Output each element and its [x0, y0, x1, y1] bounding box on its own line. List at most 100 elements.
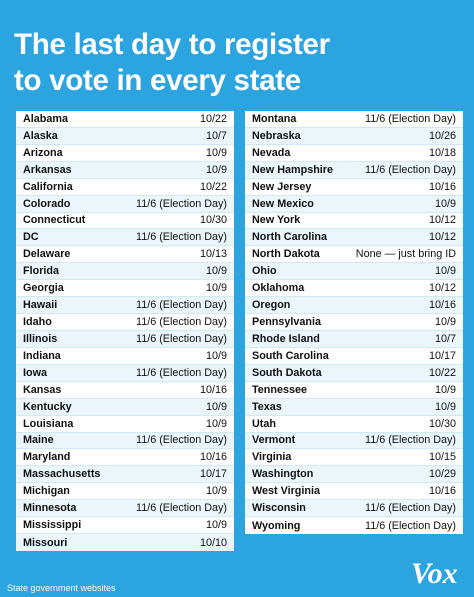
table-row: Alabama 10/22: [16, 111, 234, 128]
registration-deadline: 11/6 (Election Day): [364, 112, 456, 125]
registration-deadline: 11/6 (Election Day): [364, 519, 456, 532]
state-name: Alabama: [23, 112, 69, 125]
state-name: Arizona: [23, 146, 63, 159]
registration-deadline: 10/17: [428, 349, 456, 362]
state-name: Ohio: [252, 265, 277, 278]
table-row: Ohio 10/9: [245, 263, 463, 281]
registration-deadline: 10/30: [199, 214, 227, 227]
registration-deadline: 11/6 (Election Day): [135, 366, 227, 379]
title-line-2: to vote in every state: [14, 64, 301, 97]
registration-deadline: 10/16: [199, 451, 227, 464]
registration-deadline: 10/22: [199, 180, 227, 193]
state-name: South Carolina: [252, 349, 329, 362]
registration-deadline: 11/6 (Election Day): [135, 299, 227, 312]
table-row: Maine 11/6 (Election Day): [16, 432, 234, 450]
state-name: Oklahoma: [252, 282, 305, 295]
table-row: Delaware 10/13: [16, 246, 234, 264]
state-name: West Virginia: [252, 485, 321, 498]
table-row: North Carolina 10/12: [245, 229, 463, 247]
table-row: North Dakota None — just bring ID: [245, 246, 463, 264]
state-name: Connecticut: [23, 214, 86, 227]
table-row: Virginia 10/15: [245, 449, 463, 467]
registration-deadline: 10/9: [205, 163, 227, 176]
state-name: Missouri: [23, 536, 68, 549]
state-name: North Dakota: [252, 248, 320, 261]
table-row: Texas 10/9: [245, 398, 463, 416]
table-row: Iowa 11/6 (Election Day): [16, 364, 234, 382]
registration-deadline: 11/6 (Election Day): [364, 434, 456, 447]
table-row: Washington 10/29: [245, 466, 463, 484]
state-name: Maryland: [23, 451, 71, 464]
state-name: Idaho: [23, 316, 52, 329]
registration-deadline: 10/12: [428, 282, 456, 295]
registration-deadline: 11/6 (Election Day): [364, 502, 456, 515]
table-row: Nevada 10/18: [245, 145, 463, 162]
state-name: Tennessee: [252, 383, 308, 396]
state-name: New Hampshire: [252, 163, 334, 176]
registration-deadline: 11/6 (Election Day): [135, 502, 227, 515]
state-name: Colorado: [23, 197, 71, 210]
table-row: New York 10/12: [245, 213, 463, 230]
table-row: Vermont 11/6 (Election Day): [245, 432, 463, 450]
table-row: Minnesota 11/6 (Election Day): [16, 500, 234, 518]
state-name: Nevada: [252, 146, 291, 159]
state-name: Nebraska: [252, 129, 301, 142]
state-name: Pennsylvania: [252, 316, 322, 329]
table-row: Rhode Island 10/7: [245, 330, 463, 348]
state-name: Delaware: [23, 248, 71, 261]
state-name: California: [23, 180, 73, 193]
registration-deadline: 11/6 (Election Day): [364, 163, 456, 176]
table-row: Utah 10/30: [245, 416, 463, 433]
state-name: New Mexico: [252, 197, 314, 210]
state-name: Vermont: [252, 434, 296, 447]
state-name: Virginia: [252, 451, 292, 464]
state-name: Utah: [252, 417, 276, 430]
state-name: Alaska: [23, 129, 58, 142]
registration-deadline: 10/9: [434, 265, 456, 278]
table-row: Tennessee 10/9: [245, 382, 463, 399]
registration-deadline: 10/9: [205, 417, 227, 430]
registration-deadline: 11/6 (Election Day): [135, 197, 227, 210]
registration-deadline: None — just bring ID: [355, 248, 456, 261]
state-name: New York: [252, 214, 301, 227]
table-row: Wyoming 11/6 (Election Day): [245, 517, 463, 534]
table-row: Oregon 10/16: [245, 297, 463, 315]
registration-deadline: 10/9: [205, 485, 227, 498]
table-row: Nebraska 10/26: [245, 127, 463, 145]
registration-deadline: 11/6 (Election Day): [135, 316, 227, 329]
table-row: Oklahoma 10/12: [245, 280, 463, 298]
state-name: Louisiana: [23, 417, 74, 430]
table-row: South Carolina 10/17: [245, 348, 463, 365]
state-name: South Dakota: [252, 366, 322, 379]
state-name: Rhode Island: [252, 332, 320, 345]
registration-deadline: 10/16: [199, 383, 227, 396]
state-name: Minnesota: [23, 502, 77, 515]
table-row: Arizona 10/9: [16, 145, 234, 162]
table-row: Alaska 10/7: [16, 127, 234, 145]
registration-deadline: 10/26: [428, 129, 456, 142]
state-name: Massachusetts: [23, 468, 101, 481]
state-name: Kentucky: [23, 400, 72, 413]
left-state-table: Alabama 10/22 Alaska 10/7 Arizona 10/9 Arkansa…: [16, 111, 234, 551]
state-name: Michigan: [23, 485, 70, 498]
source-note: State government websites: [7, 583, 116, 593]
state-name: Florida: [23, 265, 59, 278]
table-row: Hawaii 11/6 (Election Day): [16, 297, 234, 315]
registration-deadline: 10/9: [205, 146, 227, 159]
table-row: Wisconsin 11/6 (Election Day): [245, 500, 463, 518]
table-row: Pennsylvania 10/9: [245, 314, 463, 331]
table-row: Illinois 11/6 (Election Day): [16, 330, 234, 348]
registration-deadline: 11/6 (Election Day): [135, 434, 227, 447]
registration-deadline: 10/12: [428, 231, 456, 244]
state-name: Illinois: [23, 332, 58, 345]
table-row: Colorado 11/6 (Election Day): [16, 195, 234, 213]
table-row: Massachusetts 10/17: [16, 466, 234, 484]
table-row: Florida 10/9: [16, 263, 234, 281]
table-row: Kansas 10/16: [16, 382, 234, 399]
table-row: DC 11/6 (Election Day): [16, 229, 234, 247]
state-name: Georgia: [23, 282, 64, 295]
state-name: North Carolina: [252, 231, 327, 244]
table-row: California 10/22: [16, 179, 234, 196]
state-name: Arkansas: [23, 163, 72, 176]
registration-deadline: 10/9: [434, 316, 456, 329]
